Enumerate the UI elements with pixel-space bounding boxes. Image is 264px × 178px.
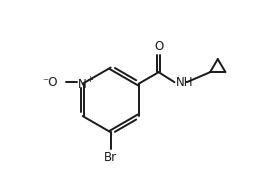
Text: +: + [86, 75, 93, 84]
Text: O: O [154, 40, 163, 53]
Text: N: N [78, 78, 86, 91]
Text: ⁻O: ⁻O [42, 77, 57, 90]
Text: NH: NH [176, 77, 194, 90]
Text: Br: Br [104, 151, 117, 164]
